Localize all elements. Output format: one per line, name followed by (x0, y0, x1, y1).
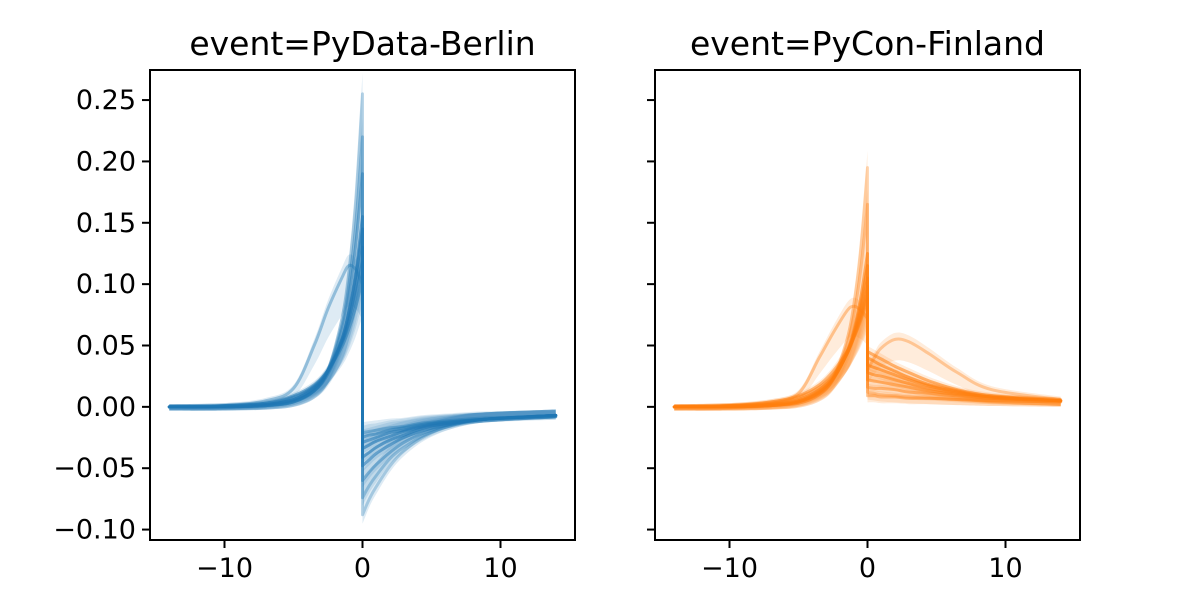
trace-band (169, 72, 556, 524)
plot-area (672, 150, 1063, 411)
x-tick-label: −10 (701, 553, 758, 584)
trace-line (672, 304, 1063, 409)
plot-area (167, 72, 558, 524)
trace-band (674, 150, 1061, 411)
trace-line (672, 297, 1063, 409)
trace-line (672, 292, 1063, 409)
subplot-title-pydata-berlin: event=PyData-Berlin (189, 24, 536, 63)
x-tick-label: 0 (354, 553, 371, 584)
y-tick-label: 0.25 (76, 85, 136, 116)
y-tick-label: 0.05 (76, 330, 136, 361)
x-tick-label: 10 (483, 553, 517, 584)
y-tick-label: 0.20 (76, 146, 136, 177)
trace-band (169, 118, 556, 506)
x-tick-label: −10 (196, 553, 253, 584)
trace-line (167, 277, 558, 439)
y-tick-label: −0.05 (53, 453, 136, 484)
y-tick-label: 0.15 (76, 208, 136, 239)
y-tick-label: −0.10 (53, 515, 136, 546)
x-tick-label: 0 (859, 553, 876, 584)
subplot-title-pycon-finland: event=PyCon-Finland (689, 24, 1046, 63)
trace-line (167, 263, 558, 435)
y-tick-label: 0.10 (76, 269, 136, 300)
y-tick-label: 0.00 (76, 392, 136, 423)
x-tick-label: 10 (988, 553, 1022, 584)
